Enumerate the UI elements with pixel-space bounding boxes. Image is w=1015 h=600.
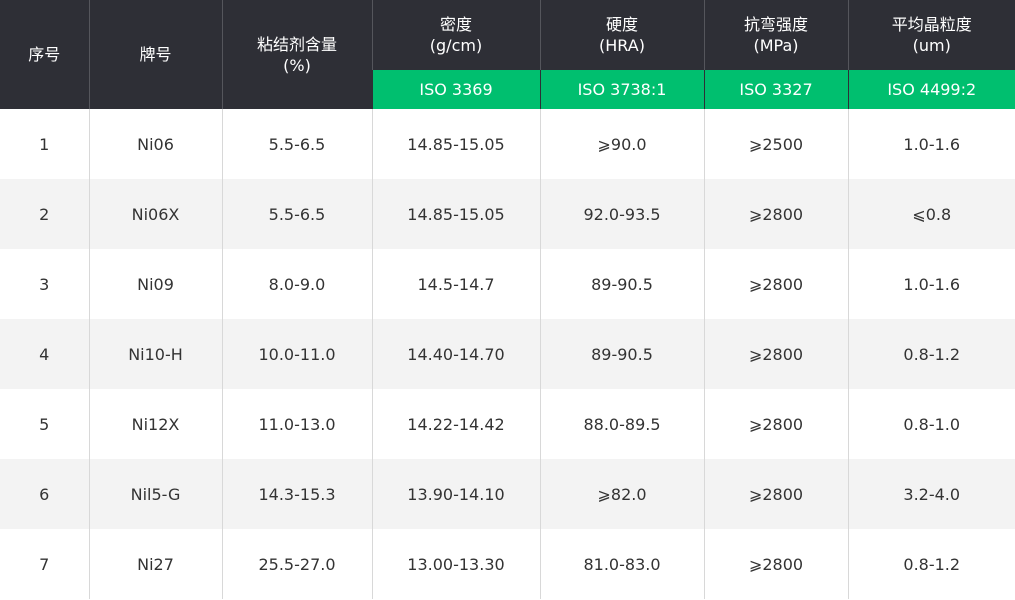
cell-binder-content: 25.5-27.0 [221, 529, 372, 599]
cell-grade: Ni10-H [88, 319, 222, 389]
table-row: 1 Ni06 5.5-6.5 14.85-15.05 ⩾90.0 ⩾2500 1.0-1.6 [0, 109, 1015, 179]
cell-grain-size: ⩽0.8 [847, 179, 1015, 249]
header-bending-strength: 抗弯强度 (MPa) [703, 0, 848, 70]
cell-bending-strength: ⩾2800 [703, 249, 848, 319]
cell-grade: Ni09 [88, 249, 222, 319]
standard-density: ISO 3369 [371, 70, 540, 109]
header-grain-size: 平均晶粒度 (um) [847, 0, 1015, 70]
cell-hardness: 92.0-93.5 [539, 179, 704, 249]
cell-hardness: ⩾82.0 [539, 459, 704, 529]
cell-hardness: 88.0-89.5 [539, 389, 704, 459]
cell-bending-strength: ⩾2800 [703, 389, 848, 459]
standard-grain-size: ISO 4499:2 [847, 70, 1015, 109]
cell-hardness: 81.0-83.0 [539, 529, 704, 599]
cell-index: 5 [39, 414, 50, 434]
cell-index: 1 [39, 134, 50, 154]
cell-grain-size: 0.8-1.2 [847, 319, 1015, 389]
cell-density: 14.40-14.70 [371, 319, 540, 389]
table-row: 2 Ni06X 5.5-6.5 14.85-15.05 92.0-93.5 ⩾2800 ⩽0… [0, 179, 1015, 249]
cell-grade: Ni06 [88, 109, 222, 179]
cell-grade: Ni06X [88, 179, 222, 249]
cell-grain-size: 0.8-1.2 [847, 529, 1015, 599]
table-row: 6 Nil5-G 14.3-15.3 13.90-14.10 ⩾82.0 ⩾2800 3.2… [0, 459, 1015, 529]
header-hardness: 硬度 (HRA) [539, 0, 704, 70]
cell-binder-content: 8.0-9.0 [221, 249, 372, 319]
cell-bending-strength: ⩾2800 [703, 459, 848, 529]
cell-hardness: 89-90.5 [539, 319, 704, 389]
cell-density: 14.85-15.05 [371, 109, 540, 179]
cell-grade: Ni27 [88, 529, 222, 599]
cell-grade: Nil5-G [88, 459, 222, 529]
cell-hardness: ⩾90.0 [539, 109, 704, 179]
cell-index: 6 [0, 459, 89, 529]
cell-binder-content: 5.5-6.5 [221, 109, 372, 179]
cell-hardness: 89-90.5 [539, 249, 704, 319]
cell-bending-strength: ⩾2800 [703, 529, 848, 599]
cell-index: 7 [39, 554, 50, 574]
cell-bending-strength: ⩾2800 [703, 179, 848, 249]
cell-grade: Ni12X [88, 389, 222, 459]
cell-bending-strength: ⩾2800 [703, 319, 848, 389]
table-row: 3 Ni09 8.0-9.0 14.5-14.7 89-90.5 ⩾2800 1.0-1.6 [0, 249, 1015, 319]
cell-density: 14.5-14.7 [371, 249, 540, 319]
cell-grain-size: 0.8-1.0 [847, 389, 1015, 459]
cell-index: 2 [0, 179, 89, 249]
cell-density: 13.00-13.30 [371, 529, 540, 599]
cell-density: 13.90-14.10 [371, 459, 540, 529]
cell-grain-size: 1.0-1.6 [847, 109, 1015, 179]
cell-density: 14.22-14.42 [371, 389, 540, 459]
cell-density: 14.85-15.05 [371, 179, 540, 249]
cell-binder-content: 5.5-6.5 [221, 179, 372, 249]
header-density: 密度 (g/cm) [371, 0, 540, 70]
cell-binder-content: 14.3-15.3 [221, 459, 372, 529]
standard-bending-strength: ISO 3327 [703, 70, 848, 109]
table-row: 7 Ni27 25.5-27.0 13.00-13.30 81.0-83.0 ⩾2800 0… [0, 529, 1015, 599]
cell-binder-content: 10.0-11.0 [221, 319, 372, 389]
table-row: 4 Ni10-H 10.0-11.0 14.40-14.70 89-90.5 ⩾2800 0… [0, 319, 1015, 389]
cell-index: 4 [0, 319, 89, 389]
header-binder-content: 粘结剂含量 (%) [221, 0, 372, 109]
header-grade: 牌号 [88, 0, 222, 109]
cell-bending-strength: ⩾2500 [703, 109, 848, 179]
standard-hardness: ISO 3738:1 [539, 70, 704, 109]
cell-index: 3 [39, 274, 50, 294]
table-row: 5 Ni12X 11.0-13.0 14.22-14.42 88.0-89.5 ⩾2800… [0, 389, 1015, 459]
cell-grain-size: 3.2-4.0 [847, 459, 1015, 529]
cell-binder-content: 11.0-13.0 [221, 389, 372, 459]
header-index: 序号 [0, 0, 89, 109]
cell-grain-size: 1.0-1.6 [847, 249, 1015, 319]
